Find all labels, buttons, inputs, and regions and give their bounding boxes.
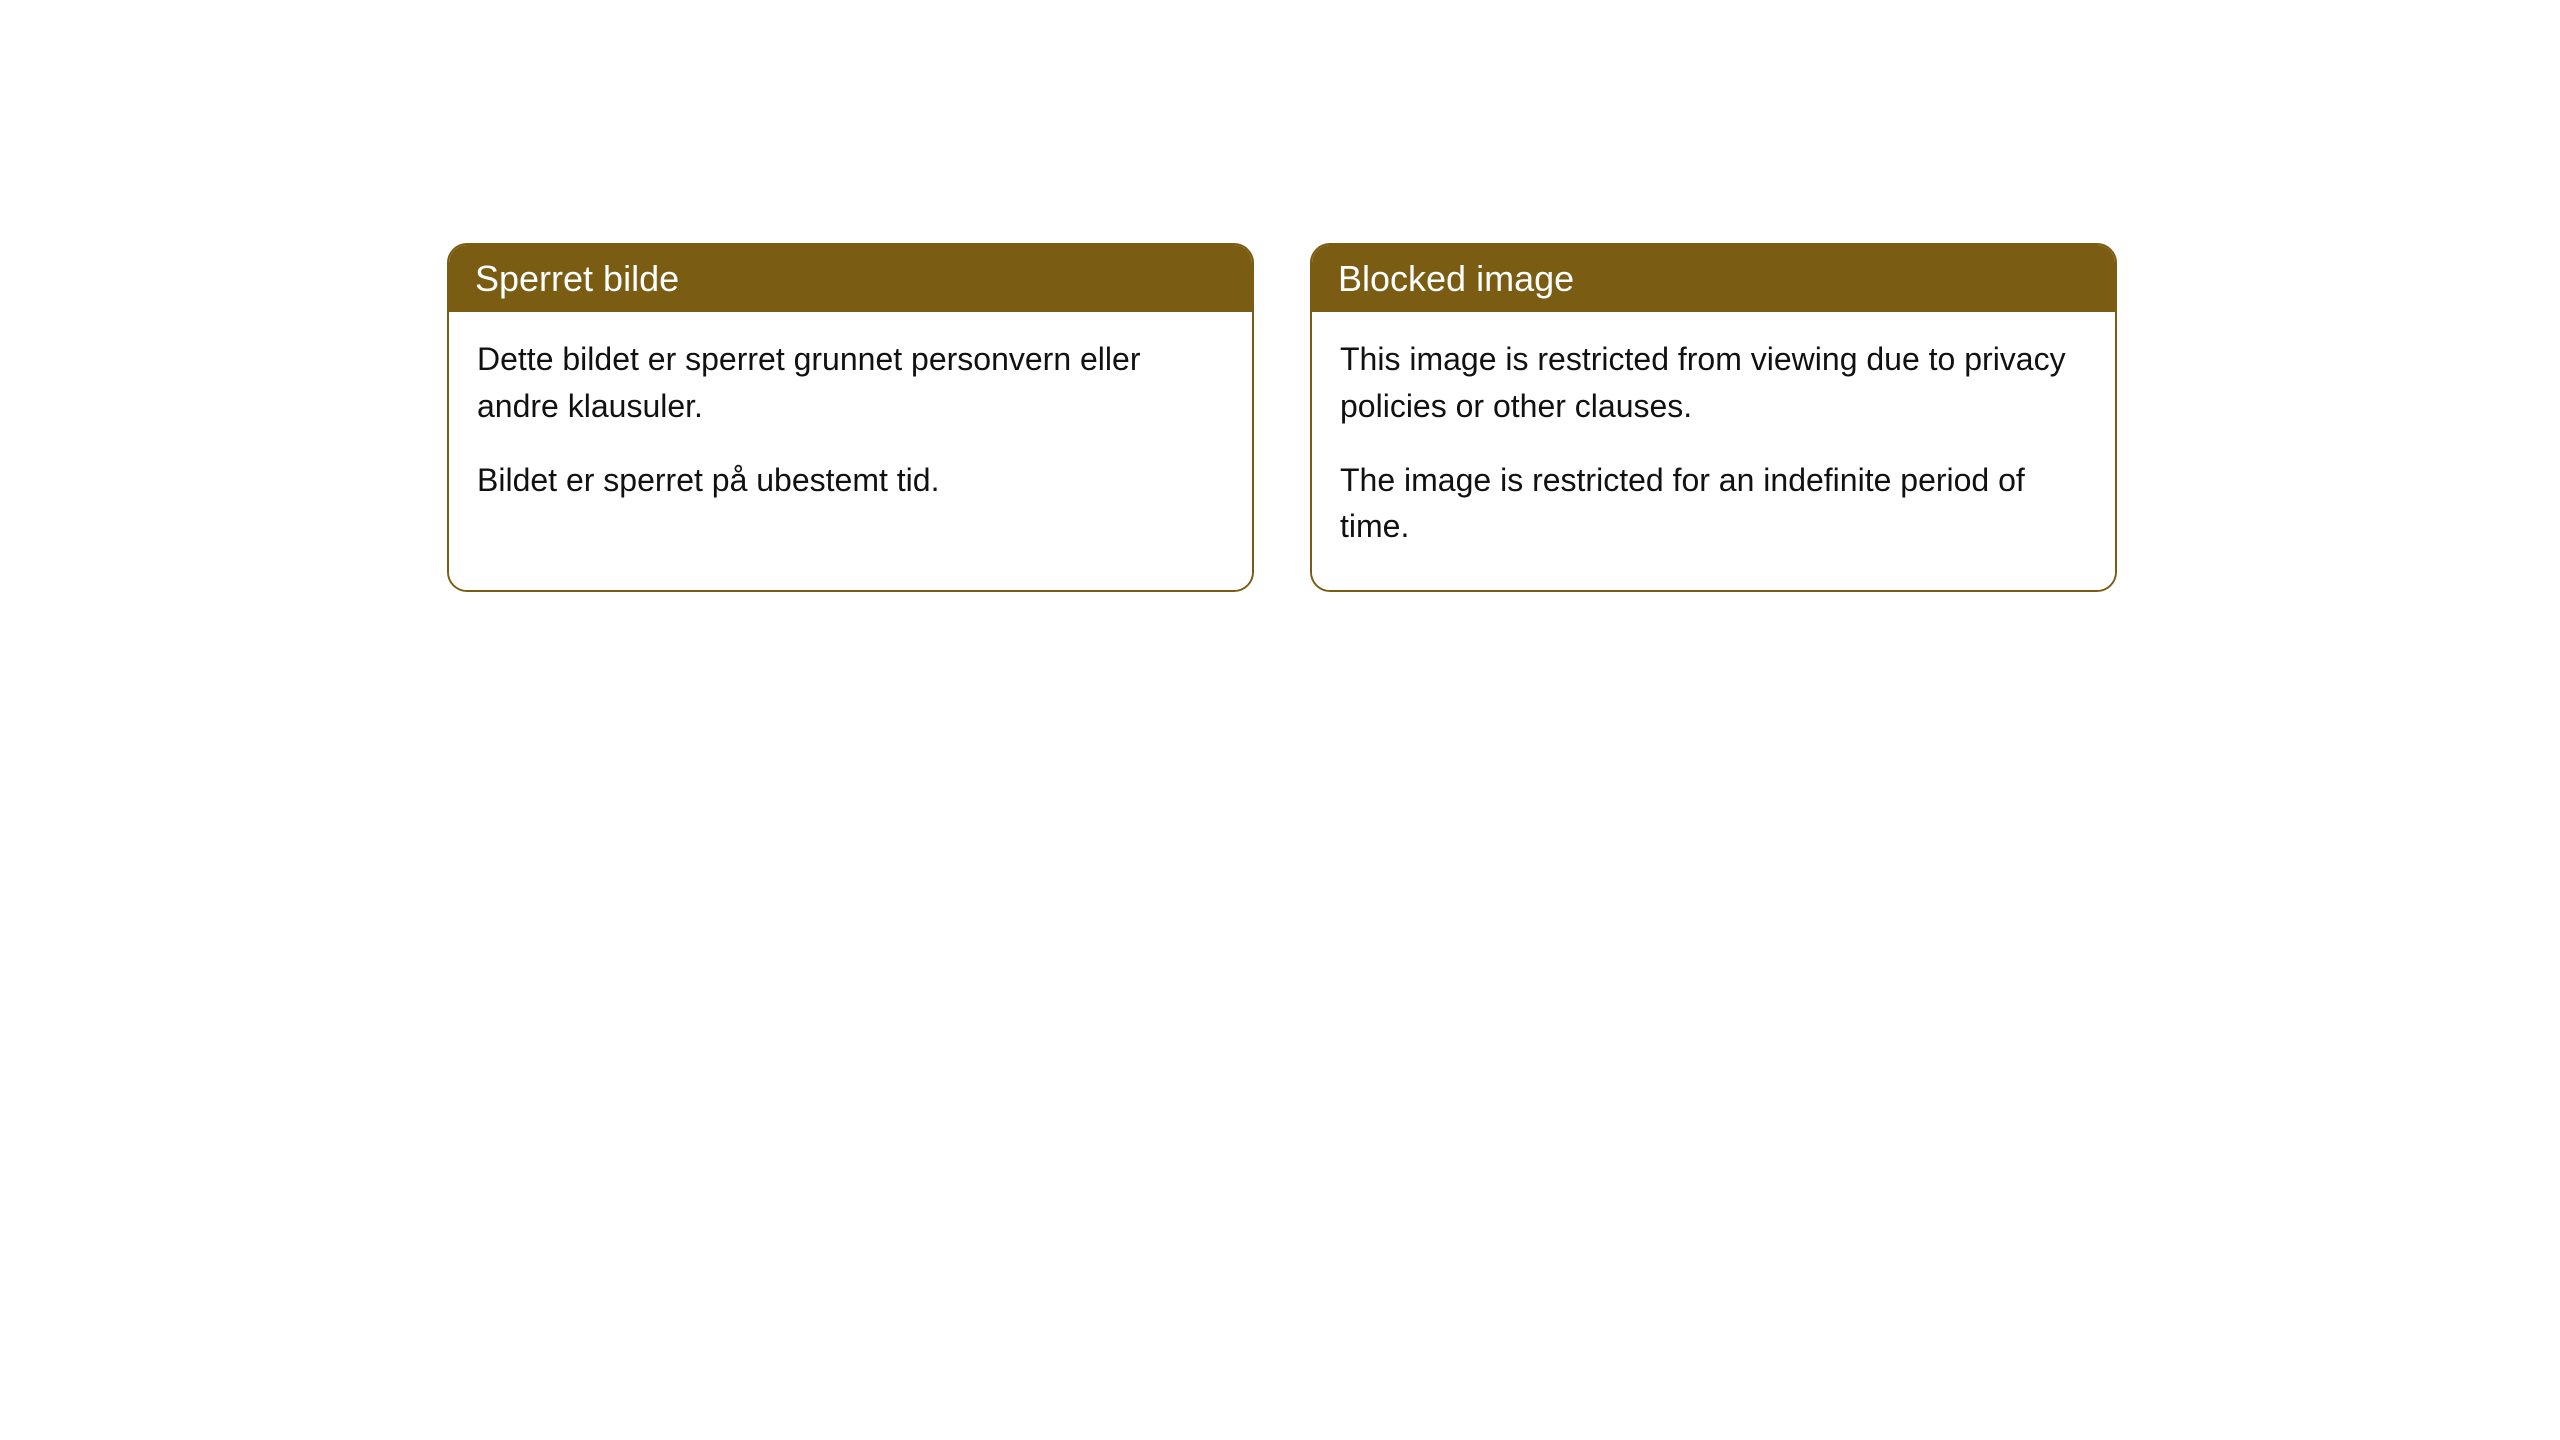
cards-container: Sperret bilde Dette bildet er sperret gr… [447, 243, 2117, 592]
blocked-image-card-en: Blocked image This image is restricted f… [1310, 243, 2117, 592]
card-title: Sperret bilde [449, 245, 1252, 312]
card-paragraph: Bildet er sperret på ubestemt tid. [477, 457, 1224, 503]
card-body: This image is restricted from viewing du… [1312, 312, 2115, 590]
card-paragraph: Dette bildet er sperret grunnet personve… [477, 336, 1224, 429]
card-paragraph: The image is restricted for an indefinit… [1340, 457, 2087, 550]
card-paragraph: This image is restricted from viewing du… [1340, 336, 2087, 429]
blocked-image-card-no: Sperret bilde Dette bildet er sperret gr… [447, 243, 1254, 592]
card-title: Blocked image [1312, 245, 2115, 312]
card-body: Dette bildet er sperret grunnet personve… [449, 312, 1252, 590]
